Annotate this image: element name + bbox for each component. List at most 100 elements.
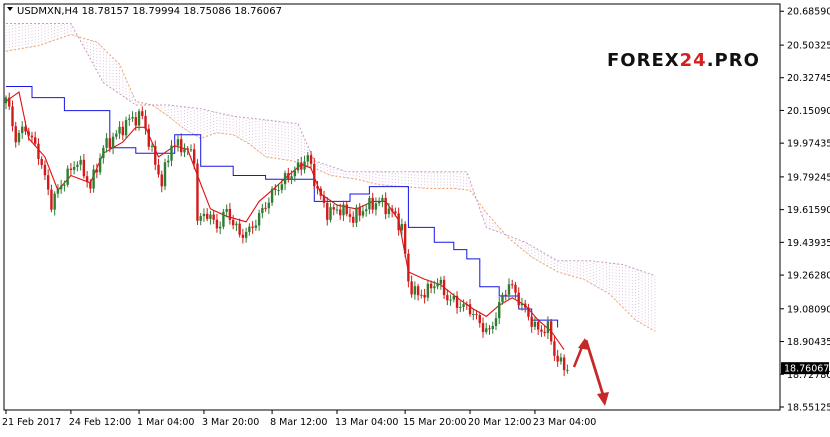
candle-body xyxy=(196,163,199,221)
candle-body xyxy=(313,163,316,187)
candle-body xyxy=(254,225,258,228)
candles xyxy=(4,92,569,376)
brand-logo: FOREX24.PRO xyxy=(607,50,760,71)
candle-body xyxy=(462,304,465,307)
candle-body xyxy=(342,204,345,216)
candle-body xyxy=(303,161,306,170)
candle-body xyxy=(332,207,335,210)
candle-body xyxy=(105,138,108,148)
candle-body xyxy=(183,148,186,153)
dropdown-triangle-icon[interactable] xyxy=(7,7,13,11)
candle-body xyxy=(452,295,456,300)
candle-body xyxy=(4,97,8,104)
candle-body xyxy=(264,207,267,209)
candle-body xyxy=(98,158,102,173)
candle-body xyxy=(287,173,290,180)
candle-body xyxy=(533,321,537,327)
candle-body xyxy=(527,307,530,317)
candle-body xyxy=(468,304,472,315)
candle-body xyxy=(387,208,391,215)
candle-body xyxy=(228,208,232,220)
candle-body xyxy=(141,111,144,116)
candle-body xyxy=(186,148,189,150)
x-tick-label: 13 Mar 04:00 xyxy=(335,417,398,428)
candle-body xyxy=(296,162,300,171)
y-tick-label: 19.08090 xyxy=(787,304,830,315)
candle-body xyxy=(79,159,82,165)
candle-body xyxy=(50,189,53,210)
candle-body xyxy=(40,159,43,165)
candle-body xyxy=(225,208,228,212)
candle-body xyxy=(475,314,478,316)
candle-body xyxy=(173,145,176,147)
candle-body xyxy=(459,306,462,308)
candle-body xyxy=(274,188,277,191)
candle-body xyxy=(209,214,212,219)
candle-body xyxy=(485,328,488,333)
candle-body xyxy=(374,203,378,210)
x-tick-label: 20 Mar 12:00 xyxy=(468,417,531,428)
candle-body xyxy=(218,226,222,229)
x-tick-label: 15 Mar 20:00 xyxy=(403,417,466,428)
candle-body xyxy=(147,128,150,147)
candle-body xyxy=(235,223,238,226)
candle-body xyxy=(257,213,261,226)
y-tick-label: 20.15090 xyxy=(787,106,830,117)
candle-body xyxy=(306,155,309,162)
candle-body xyxy=(280,184,284,191)
candle-body xyxy=(176,139,180,146)
candle-body xyxy=(501,294,504,303)
candle-body xyxy=(261,207,264,214)
candle-body xyxy=(82,159,86,177)
y-tick-label: 19.79245 xyxy=(787,172,830,183)
candle-body xyxy=(400,224,404,231)
candle-body xyxy=(199,216,202,221)
y-tick-label: 19.43935 xyxy=(787,238,830,249)
candle-body xyxy=(420,294,423,296)
candle-body xyxy=(322,195,326,203)
candle-body xyxy=(215,219,219,229)
candle-body xyxy=(102,147,105,159)
candle-body xyxy=(377,201,381,204)
candle-body xyxy=(85,176,89,182)
candle-body xyxy=(72,166,76,170)
candle-body xyxy=(494,318,498,326)
candle-body xyxy=(514,284,517,293)
candle-body xyxy=(115,133,118,137)
candle-body xyxy=(180,139,183,153)
candle-body xyxy=(364,209,368,212)
candle-body xyxy=(293,170,297,177)
candle-body xyxy=(472,314,475,316)
candle-body xyxy=(11,106,14,127)
candle-body xyxy=(92,169,95,189)
candle-body xyxy=(95,169,99,173)
x-tick-label: 24 Feb 12:00 xyxy=(69,417,131,428)
candle-body xyxy=(540,329,543,332)
candle-body xyxy=(309,155,313,164)
y-axis: 20.68590 20.50325 20.32745 20.15090 19.97435… xyxy=(780,7,830,413)
candle-body xyxy=(498,302,501,319)
candle-body xyxy=(157,164,160,175)
y-tick-label: 19.61590 xyxy=(787,205,830,216)
candle-body xyxy=(549,321,553,342)
candle-body xyxy=(163,162,167,187)
candle-body xyxy=(410,281,413,295)
x-tick-label: 1 Mar 04:00 xyxy=(137,417,194,428)
candle-body xyxy=(290,176,293,180)
candle-body xyxy=(241,234,245,238)
candle-body xyxy=(21,126,24,133)
candle-body xyxy=(17,132,21,143)
candle-body xyxy=(348,214,352,217)
candle-body xyxy=(416,286,420,296)
candle-body xyxy=(277,190,280,192)
candle-body xyxy=(429,283,433,289)
candle-body xyxy=(121,126,125,136)
candle-body xyxy=(504,294,507,296)
candle-body xyxy=(465,304,468,306)
candle-body xyxy=(491,325,494,330)
candle-body xyxy=(283,173,287,185)
candle-body xyxy=(520,303,524,306)
candle-body xyxy=(511,284,514,286)
candle-body xyxy=(394,211,397,214)
candle-body xyxy=(449,299,452,301)
